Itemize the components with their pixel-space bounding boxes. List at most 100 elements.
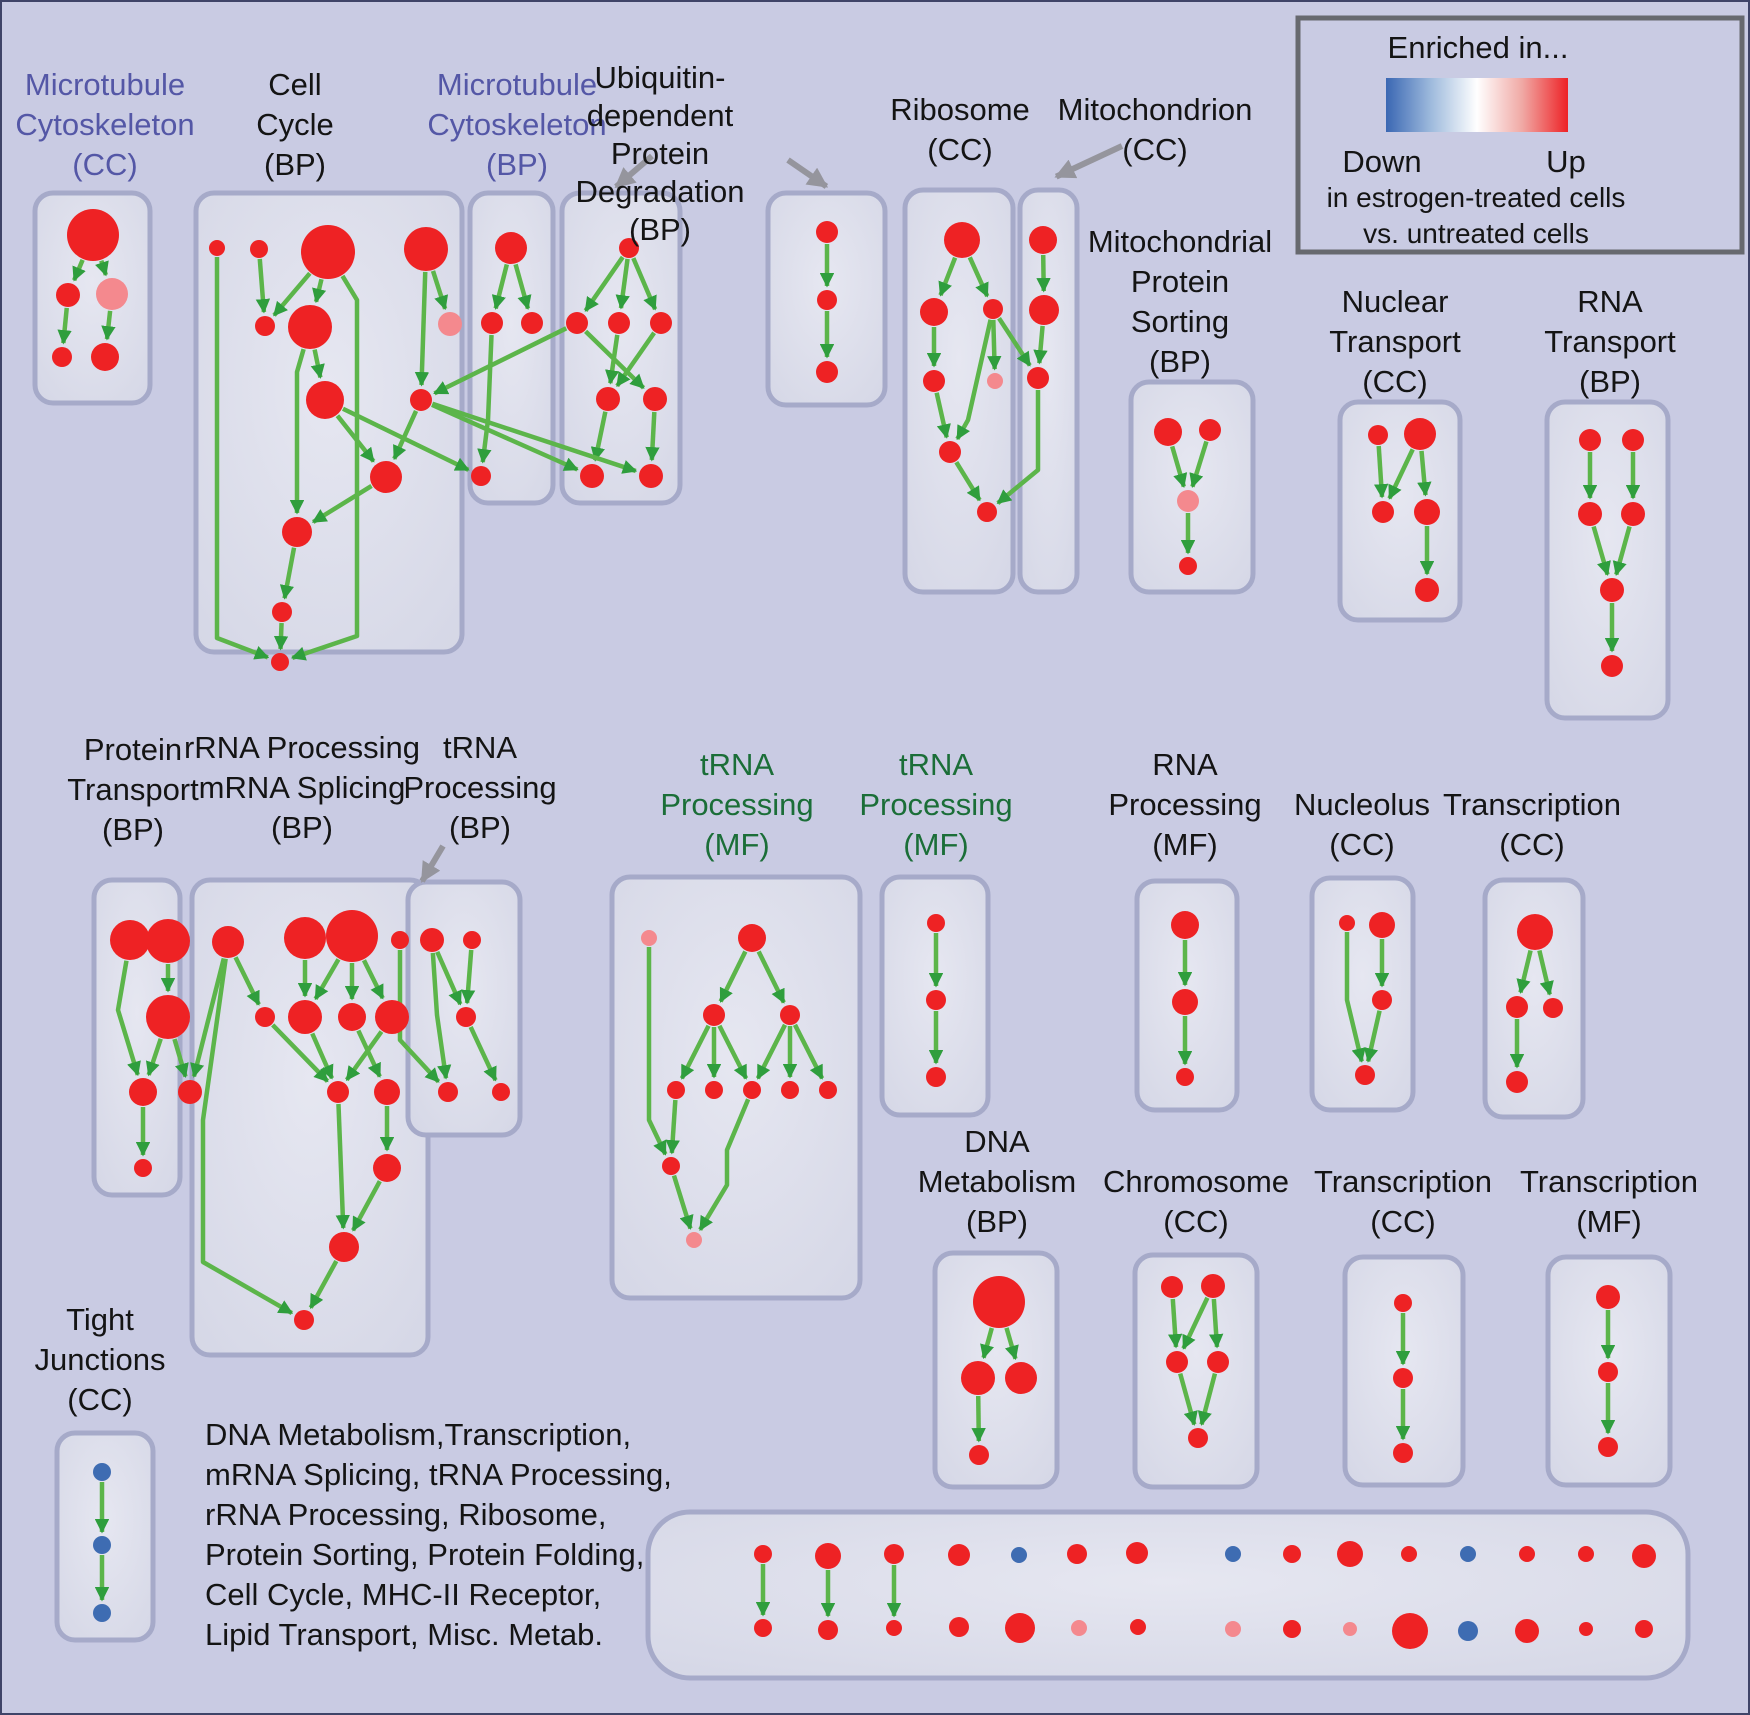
go-node-red-misc-categories	[1005, 1613, 1035, 1643]
go-node-red-nuclear-transport-cc	[1414, 499, 1440, 525]
edge-cell-cycle-bp	[273, 622, 289, 651]
edge-microtubule-cc	[95, 260, 109, 277]
go-node-red-mitochondrion-cc	[1029, 295, 1059, 325]
edge-trna-mf-large	[665, 1099, 680, 1155]
go-node-red-cell-cycle-bp	[288, 305, 332, 349]
go-node-red-cell-cycle-bp	[404, 227, 448, 271]
edge-cell-cycle-bp	[290, 274, 360, 661]
go-node-pink-trna-mf-large	[686, 1232, 702, 1248]
cluster-label-dna-metabolism-bp: DNA Metabolism (BP)	[918, 1124, 1077, 1239]
cluster-label-transcription-cc-row3: Transcription (CC)	[1314, 1164, 1492, 1239]
cluster-label-chromosome-cc: Chromosome (CC)	[1103, 1164, 1289, 1239]
go-node-red-misc-categories	[884, 1544, 904, 1564]
cluster-box-microtubule-bp	[467, 190, 556, 506]
edge-trna-bp	[468, 1026, 498, 1082]
go-node-red-misc-categories	[818, 1620, 838, 1640]
cluster-label-line: Microtubule	[437, 67, 597, 102]
cluster-box-misc-categories	[645, 1509, 1691, 1681]
cluster-label-line: Junctions	[35, 1342, 166, 1377]
cluster-label-line: (BP)	[966, 1204, 1028, 1239]
go-node-red-mitochondrion-cc	[1027, 367, 1049, 389]
edge-rrna-mrna-bp	[344, 1030, 384, 1082]
go-node-red-transcription-cc-row3	[1393, 1443, 1413, 1463]
go-node-red-rna-processing-mf	[1176, 1068, 1194, 1086]
cluster-label-line: Protein	[1131, 264, 1229, 299]
edge-mitochondrion-cc	[1036, 254, 1051, 293]
go-node-pink-mito-protein-sorting-bp	[1177, 490, 1199, 512]
go-node-blue-tight-junctions-cc	[93, 1463, 111, 1481]
go-node-red-cell-cycle-bp	[272, 602, 292, 622]
go-node-red-misc-categories	[1519, 1546, 1535, 1562]
edge-ubiquitin-bp-a	[590, 411, 608, 462]
go-node-red-mito-protein-sorting-bp	[1154, 418, 1182, 446]
go-node-red-cell-cycle-bp	[250, 240, 268, 258]
cluster-box-nuclear-transport-cc	[1337, 399, 1463, 623]
edge-ribosome-cc	[987, 319, 1002, 371]
cluster-label-line: Cycle	[256, 107, 334, 142]
edge-trna-mf-large	[679, 1024, 711, 1080]
edge-microtubule-cc	[57, 307, 72, 345]
cluster-label-line: (CC)	[1370, 1204, 1435, 1239]
go-node-red-mito-protein-sorting-bp	[1179, 557, 1197, 575]
go-node-red-rrna-mrna-bp	[373, 1154, 401, 1182]
cluster-label-trna-bp: tRNA Processing (BP)	[403, 730, 556, 845]
go-node-red-ubiquitin-bp-a	[580, 464, 604, 488]
cluster-label-line: Sorting	[1131, 304, 1229, 339]
go-node-red-trna-mf-large	[781, 1081, 799, 1099]
go-node-red-ribosome-cc	[983, 299, 1003, 319]
cluster-label-line: RNA	[1577, 284, 1643, 319]
cluster-label-transcription-mf: Transcription (MF)	[1520, 1164, 1698, 1239]
cluster-label-line: (CC)	[1362, 364, 1427, 399]
cluster-box-tight-junctions-cc	[54, 1430, 156, 1643]
cluster-label-line: (MF)	[1152, 827, 1217, 862]
cluster-label-line: (MF)	[903, 827, 968, 862]
go-node-red-protein-transport-bp	[134, 1159, 152, 1177]
go-node-red-chromosome-cc	[1188, 1428, 1208, 1448]
go-node-pink-microtubule-cc	[96, 278, 128, 310]
go-node-red-ubiquitin-bp-a	[566, 312, 588, 334]
legend-box	[1295, 15, 1745, 255]
go-node-red-trna-mf-large	[743, 1081, 761, 1099]
cluster-label-line: Ribosome	[890, 92, 1030, 127]
go-node-red-misc-categories	[1392, 1613, 1428, 1649]
go-node-red-trna-bp	[463, 931, 481, 949]
go-node-red-trna-bp	[456, 1007, 476, 1027]
go-node-red-nucleolus-cc	[1355, 1065, 1375, 1085]
cluster-label-line: mRNA Splicing	[199, 770, 406, 805]
cluster-label-line: Metabolism	[918, 1164, 1077, 1199]
cluster-label-line: Nuclear	[1342, 284, 1449, 319]
cross-edge-mitochondrion-cc-to-ribosome-cc	[996, 390, 1041, 505]
go-node-red-rrna-mrna-bp	[375, 1000, 409, 1034]
cluster-box-ubiquitin-bp-a	[559, 190, 683, 506]
cluster-label-line: rRNA Processing	[184, 730, 420, 765]
cluster-label-line: Cytoskeleton	[15, 107, 194, 142]
edge-nuclear-transport-cc	[1374, 445, 1389, 499]
go-node-red-trna-mf-small	[926, 1067, 946, 1087]
cluster-label-line: Transport	[1329, 324, 1461, 359]
edge-trna-bp	[460, 949, 476, 1005]
cluster-box-transcription-cc-row2	[1482, 877, 1586, 1120]
go-node-red-rna-transport-bp	[1621, 502, 1645, 526]
misc-category-line: Cell Cycle, MHC-II Receptor,	[205, 1577, 601, 1612]
go-node-red-transcription-cc-row2	[1506, 1071, 1528, 1093]
cluster-label-line: DNA	[964, 1124, 1030, 1159]
go-node-red-rrna-mrna-bp	[391, 931, 409, 949]
go-node-red-trna-mf-large	[780, 1005, 800, 1025]
go-node-red-misc-categories	[1578, 1546, 1594, 1562]
go-node-red-rrna-mrna-bp	[338, 1003, 366, 1031]
cluster-label-line: Transcription	[1314, 1164, 1492, 1199]
edge-ubiquitin-bp-a	[605, 334, 620, 385]
go-node-red-ubiquitin-bp-a	[643, 387, 667, 411]
go-node-red-rrna-mrna-bp	[329, 1232, 359, 1262]
cluster-label-line: Mitochondrion	[1058, 92, 1253, 127]
go-node-red-rrna-mrna-bp	[294, 1310, 314, 1330]
cross-edge-ubiquitin-bp-a-to-cell-cycle-bp	[433, 326, 568, 396]
cluster-box-mitochondrion-cc	[1017, 187, 1080, 595]
legend-down-label: Down	[1342, 144, 1421, 179]
go-node-red-chromosome-cc	[1201, 1274, 1225, 1298]
legend-title: Enriched in...	[1388, 30, 1569, 65]
misc-category-line: DNA Metabolism,Transcription,	[205, 1417, 631, 1452]
go-node-red-nucleolus-cc	[1369, 912, 1395, 938]
cluster-label-rrna-mrna-bp: rRNA Processing mRNA Splicing (BP)	[184, 730, 420, 845]
go-node-pink-misc-categories	[1071, 1620, 1087, 1636]
